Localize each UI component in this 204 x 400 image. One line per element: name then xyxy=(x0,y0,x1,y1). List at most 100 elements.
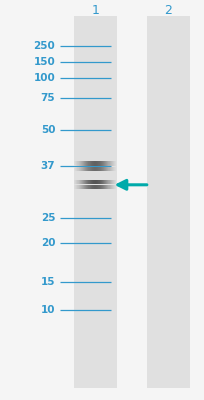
Bar xyxy=(79,180,80,184)
Bar xyxy=(91,185,92,189)
Text: 50: 50 xyxy=(41,125,55,135)
Bar xyxy=(115,185,116,189)
Bar xyxy=(91,167,92,171)
Bar xyxy=(81,167,82,171)
Bar xyxy=(106,167,107,171)
Bar xyxy=(103,167,104,171)
Bar xyxy=(101,161,102,166)
Bar xyxy=(105,180,106,184)
Bar xyxy=(79,161,80,166)
Bar xyxy=(90,180,91,184)
Bar xyxy=(113,161,114,166)
Bar xyxy=(89,185,90,189)
Bar xyxy=(110,167,111,171)
Bar xyxy=(111,161,112,166)
Bar xyxy=(115,161,116,166)
Bar xyxy=(92,167,93,171)
Bar xyxy=(96,167,97,171)
Bar xyxy=(99,180,100,184)
Bar xyxy=(111,167,112,171)
Bar xyxy=(89,167,90,171)
Bar xyxy=(85,185,86,189)
Bar xyxy=(89,180,90,184)
Bar xyxy=(75,167,76,171)
Bar xyxy=(93,180,94,184)
Bar xyxy=(78,161,79,166)
Bar xyxy=(97,167,98,171)
Bar xyxy=(114,185,115,189)
Text: 150: 150 xyxy=(33,57,55,67)
Bar xyxy=(99,185,100,189)
Bar xyxy=(114,167,115,171)
Bar xyxy=(114,161,115,166)
Bar xyxy=(99,167,100,171)
Bar xyxy=(92,185,93,189)
Bar xyxy=(107,180,108,184)
Text: 20: 20 xyxy=(41,238,55,248)
Bar xyxy=(106,185,107,189)
Bar xyxy=(79,167,80,171)
Bar xyxy=(95,180,96,184)
Bar xyxy=(87,185,88,189)
Bar xyxy=(100,161,101,166)
Bar xyxy=(95,167,96,171)
Bar xyxy=(75,180,76,184)
Bar xyxy=(81,180,82,184)
Bar xyxy=(99,161,100,166)
Bar xyxy=(87,180,88,184)
Bar xyxy=(73,16,116,388)
Bar xyxy=(112,180,113,184)
Bar xyxy=(83,167,84,171)
Bar xyxy=(91,180,92,184)
Bar xyxy=(98,185,99,189)
Bar xyxy=(106,161,107,166)
Bar xyxy=(109,167,110,171)
Bar xyxy=(88,185,89,189)
Bar xyxy=(101,167,102,171)
Bar xyxy=(101,180,102,184)
Bar xyxy=(115,180,116,184)
Bar xyxy=(97,180,98,184)
Bar xyxy=(93,167,94,171)
Bar xyxy=(108,167,109,171)
Bar xyxy=(93,161,94,166)
Bar xyxy=(112,167,113,171)
Bar xyxy=(105,161,106,166)
Bar xyxy=(111,180,112,184)
Bar xyxy=(78,167,79,171)
Bar xyxy=(93,185,94,189)
Bar xyxy=(80,167,81,171)
Bar xyxy=(109,185,110,189)
Bar xyxy=(76,161,77,166)
Bar xyxy=(78,185,79,189)
Bar xyxy=(77,161,78,166)
Bar xyxy=(113,185,114,189)
Bar xyxy=(77,167,78,171)
Bar xyxy=(104,167,105,171)
Text: 2: 2 xyxy=(163,4,171,16)
Text: 10: 10 xyxy=(41,305,55,315)
Bar xyxy=(108,185,109,189)
Bar xyxy=(76,167,77,171)
Bar xyxy=(83,161,84,166)
Bar xyxy=(85,161,86,166)
Bar xyxy=(104,161,105,166)
Bar xyxy=(83,180,84,184)
Bar xyxy=(94,180,95,184)
Bar xyxy=(110,185,111,189)
Bar xyxy=(96,180,97,184)
Bar xyxy=(102,167,103,171)
Bar xyxy=(96,161,97,166)
Bar xyxy=(112,161,113,166)
Bar xyxy=(107,161,108,166)
Text: 100: 100 xyxy=(33,73,55,83)
Text: 1: 1 xyxy=(91,4,99,16)
Bar xyxy=(84,180,85,184)
Bar xyxy=(91,161,92,166)
Bar xyxy=(94,167,95,171)
Bar xyxy=(104,185,105,189)
Bar xyxy=(102,185,103,189)
Bar xyxy=(87,161,88,166)
Bar xyxy=(146,16,189,388)
Bar xyxy=(86,161,87,166)
